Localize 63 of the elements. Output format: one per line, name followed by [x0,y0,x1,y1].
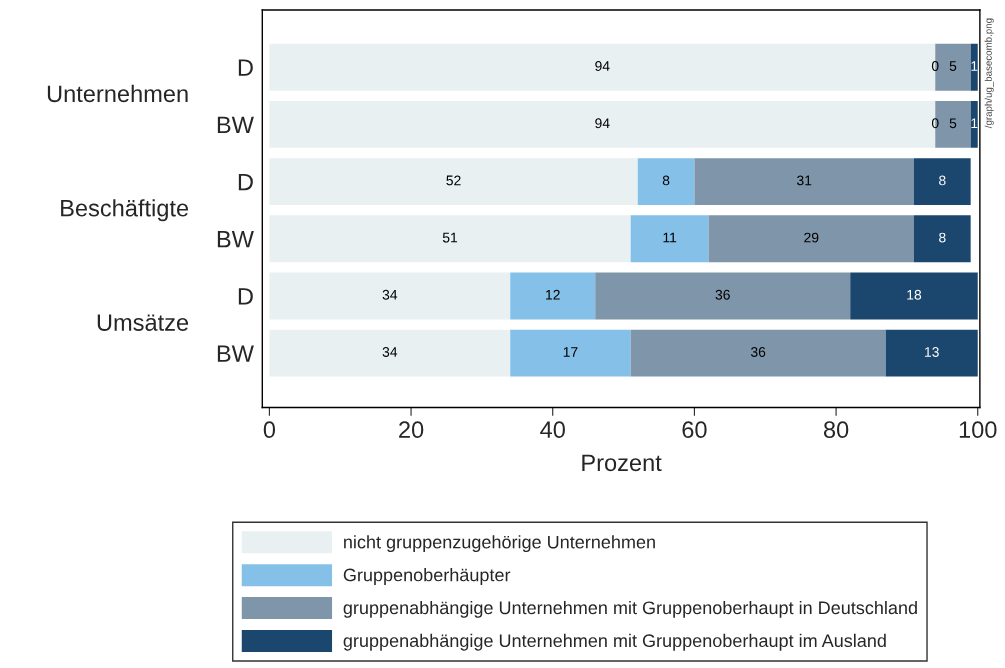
data-label: 5 [949,61,957,71]
bar [269,215,631,263]
data-label: 12 [546,289,560,300]
legend-label: gruppenabhängige Unternehmen mit Gruppenoberhaupt in Deutschland [343,600,917,618]
bar [510,329,631,377]
legend-label: Gruppenoberhäupter [343,568,511,585]
text: Unternehmen [47,84,188,103]
y-tick-label: D [238,59,253,76]
bar [630,215,709,263]
data-label: 17 [563,347,578,357]
data-label: 36 [715,289,730,300]
data-label: 36 [750,347,766,357]
data-label: 0 [931,118,939,129]
data-label: 0 [931,61,939,71]
data-label: 52 [446,175,461,186]
data-label: 34 [382,347,398,357]
data-label: 8 [662,175,670,186]
bar [510,272,596,320]
x-tick-label: 80 [823,421,849,439]
text: Umsätze [97,314,189,331]
bar [850,272,978,320]
bar [885,329,978,377]
bar [914,158,971,206]
data-label: 5 [949,118,957,129]
data-label: 13 [925,347,939,357]
data-label: 11 [663,232,677,243]
bar [914,215,971,263]
x-tick-label: 0 [263,421,276,439]
bar [630,329,886,377]
data-label: 94 [595,61,610,71]
legend-label: gruppenabhängige Unternehmen mit Gruppenoberhaupt im Ausland [343,633,886,651]
bar [970,100,978,148]
data-label: 31 [797,175,812,186]
x-tick-label: 100 [959,421,997,439]
data-label: 8 [939,232,946,243]
y-tick-label: BW [217,116,254,133]
x-tick-label: 40 [540,421,565,439]
data-label: 51 [442,232,458,243]
x-tick-label: 20 [399,421,424,439]
data-label: 94 [595,118,610,129]
bar [694,158,914,206]
bar [970,43,978,91]
y-tick-label: BW [217,345,254,362]
bar [269,272,511,320]
text: Beschäftigte [61,199,189,222]
data-label: 29 [804,232,819,243]
text: /graph/ug_basecomb.png [984,18,994,129]
y-tick-label: D [238,173,253,191]
y-tick-label: BW [217,231,254,248]
bar [269,329,511,377]
data-label: 1 [971,118,978,128]
x-axis-title: Prozent [582,454,662,472]
data-label: 34 [382,289,398,300]
y-tick-label: D [238,288,253,305]
x-tick-label: 60 [682,421,707,439]
data-label: 8 [939,175,946,186]
bar [708,215,914,263]
bar [637,158,695,206]
data-label: 18 [907,289,922,300]
bar [595,272,851,320]
bar [269,158,638,206]
legend-label: nicht gruppenzugehörige Unternehmen [344,535,655,553]
data-label: 1 [971,61,978,71]
